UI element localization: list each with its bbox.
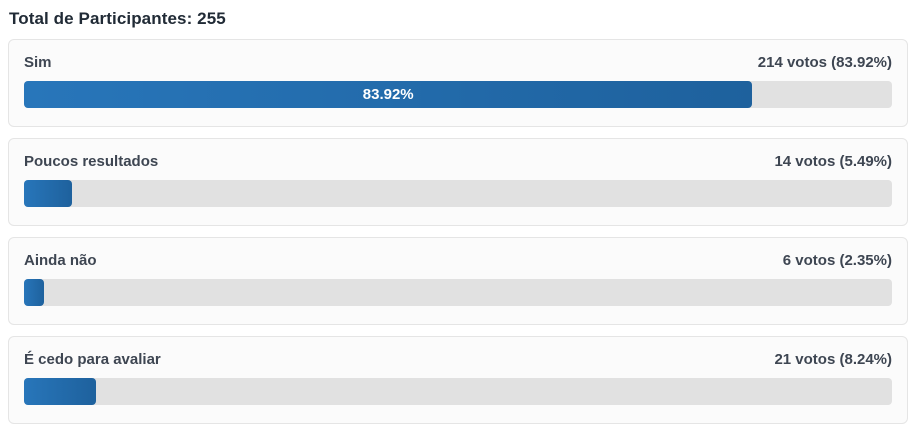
progress-track: 83.92% [24,81,892,108]
progress-fill [24,378,96,405]
progress-percent-label: 83.92% [362,86,414,103]
card-header: Sim 214 votos (83.92%) [24,54,892,71]
progress-track [24,180,892,207]
option-label: É cedo para avaliar [24,351,161,368]
poll-option-card: Ainda não 6 votos (2.35%) [8,237,908,325]
card-header: Ainda não 6 votos (2.35%) [24,252,892,269]
option-label: Ainda não [24,252,97,269]
progress-track [24,279,892,306]
progress-fill [24,180,72,207]
option-label: Poucos resultados [24,153,159,170]
poll-option-card: Sim 214 votos (83.92%) 83.92% [8,39,908,127]
option-votes-count: 214 votos (83.92%) [757,54,892,71]
option-votes-count: 6 votos (2.35%) [782,252,892,269]
option-votes-count: 21 votos (8.24%) [774,351,892,368]
option-label: Sim [24,54,52,71]
progress-fill: 83.92% [24,81,753,108]
card-header: Poucos resultados 14 votos (5.49%) [24,153,892,170]
card-header: É cedo para avaliar 21 votos (8.24%) [24,351,892,368]
page-title: Total de Participantes: 255 [9,9,226,28]
poll-option-card: Poucos resultados 14 votos (5.49%) [8,138,908,226]
poll-option-card: É cedo para avaliar 21 votos (8.24%) [8,336,908,424]
progress-track [24,378,892,405]
option-votes-count: 14 votos (5.49%) [774,153,892,170]
progress-fill [24,279,45,306]
